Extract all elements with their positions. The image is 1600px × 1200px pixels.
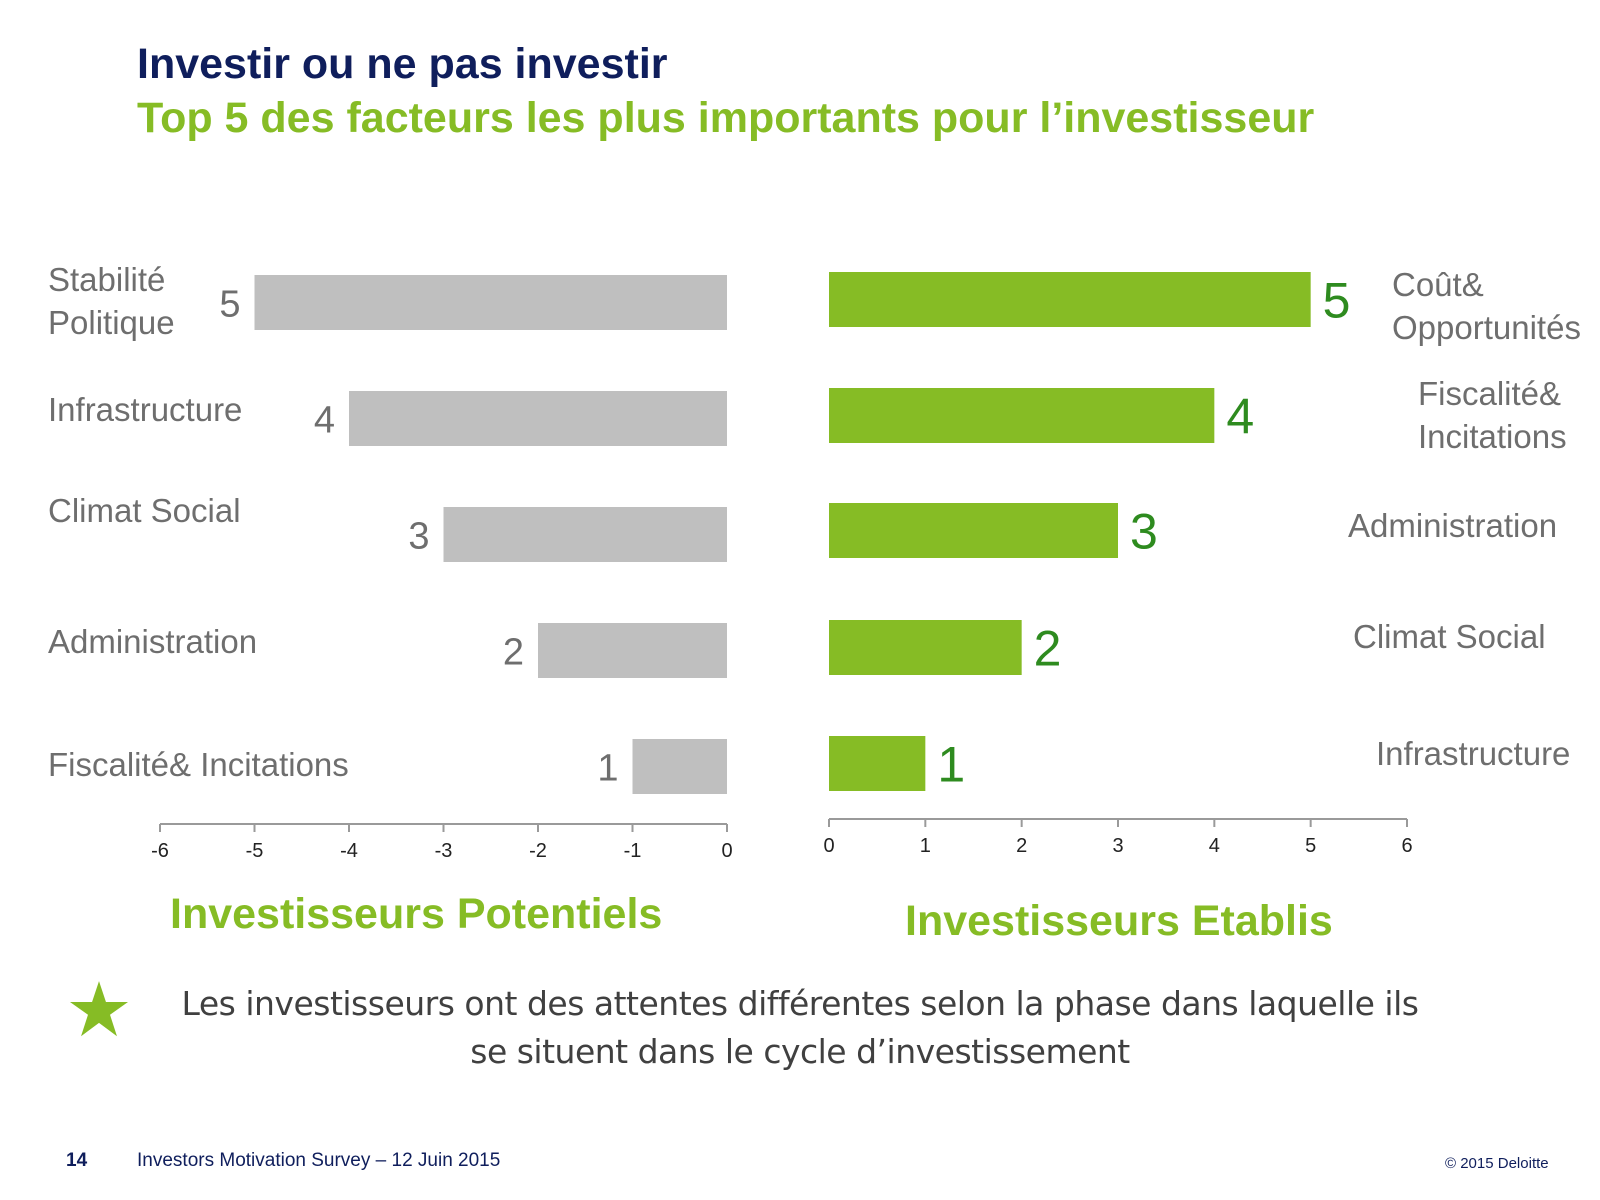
chart-1-bar — [829, 503, 1118, 558]
chart-1-category-label: Fiscalité& — [1418, 375, 1561, 412]
footnote-text: Les investisseurs ont des attentes diffé… — [181, 984, 1419, 1071]
star-icon — [70, 981, 128, 1037]
chart-1-bar — [829, 620, 1022, 675]
survey-title: Investors Motivation Survey – 12 Juin 20… — [137, 1150, 501, 1171]
chart-0-bar — [443, 507, 727, 562]
chart-1-category-label: Coût& — [1392, 266, 1484, 303]
chart-1-tick-label: 1 — [920, 835, 931, 857]
chart-0-data-label: 4 — [314, 400, 335, 442]
chart-1-bar — [829, 388, 1215, 443]
chart-1-tick-label: 3 — [1112, 835, 1123, 857]
chart-0-tick-label: 0 — [721, 840, 732, 862]
chart-0-bar — [632, 739, 727, 794]
chart-1-tick-label: 4 — [1209, 835, 1220, 857]
chart-1-category-label: Opportunités — [1392, 309, 1581, 346]
page-title: Investir ou ne pas investir — [137, 40, 668, 88]
chart-1-tick-label: 2 — [1016, 835, 1027, 857]
chart-0-category-label: Fiscalité& Incitations — [48, 746, 349, 783]
right-chart-title: Investisseurs Etablis — [905, 897, 1333, 945]
chart-0-data-label: 5 — [219, 284, 240, 326]
chart-1-bar — [829, 272, 1311, 327]
chart-1-category-label: Incitations — [1418, 418, 1567, 455]
chart-0-data-label: 3 — [408, 516, 429, 558]
chart-0-bar — [254, 275, 727, 330]
chart-0-category-label: Administration — [48, 623, 257, 660]
chart-1-tick-label: 5 — [1305, 835, 1316, 857]
chart-0-tick-label: -3 — [435, 840, 453, 862]
chart-0-tick-label: -1 — [624, 840, 642, 862]
chart-0-tick-label: -6 — [151, 840, 169, 862]
charts-canvas: -6 -5 -4 -3 -2 -1 0 5 Stabilité Politique 4 Infrast… — [48, 261, 1581, 862]
chart-1-data-label: 5 — [1323, 273, 1351, 329]
chart-0-category-label: Infrastructure — [48, 391, 242, 428]
chart-0-category-label: Stabilité — [48, 261, 165, 298]
chart-1-data-label: 4 — [1226, 389, 1254, 445]
chart-0-tick-label: -2 — [529, 840, 547, 862]
chart-1-tick-label: 0 — [823, 835, 834, 857]
chart-1-bar — [829, 736, 926, 791]
chart-1-category-label: Infrastructure — [1376, 735, 1570, 772]
left-chart-title: Investisseurs Potentiels — [170, 890, 663, 938]
chart-0-tick-label: -5 — [246, 840, 264, 862]
copyright: © 2015 Deloitte — [1445, 1155, 1549, 1172]
chart-0-bar — [538, 623, 727, 678]
chart-0-category-label: Climat Social — [48, 492, 241, 529]
chart-1-category-label: Climat Social — [1353, 618, 1546, 655]
chart-0-data-label: 1 — [597, 748, 618, 790]
chart-1-data-label: 3 — [1130, 504, 1158, 560]
page-subtitle: Top 5 des facteurs les plus importants p… — [137, 94, 1315, 142]
chart-1-data-label: 1 — [937, 737, 965, 793]
chart-1-category-label: Administration — [1348, 507, 1557, 544]
chart-0-data-label: 2 — [503, 632, 524, 674]
chart-0-category-label: Politique — [48, 304, 175, 341]
page-number: 14 — [66, 1150, 88, 1171]
chart-0-bar — [349, 391, 727, 446]
chart-1-tick-label: 6 — [1401, 835, 1412, 857]
chart-0-tick-label: -4 — [340, 840, 358, 862]
chart-1-data-label: 2 — [1034, 621, 1062, 677]
